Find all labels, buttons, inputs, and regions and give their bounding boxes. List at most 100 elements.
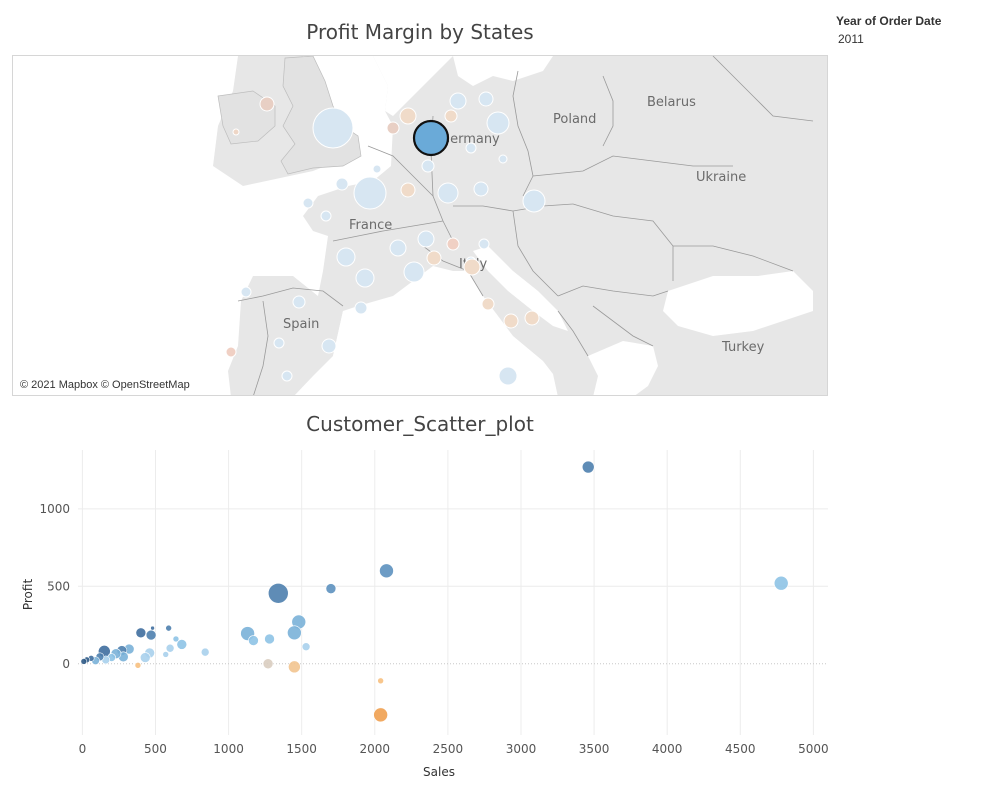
- y-tick-labels: 0 500 1000: [39, 502, 70, 671]
- region-bubble[interactable]: [486, 111, 510, 135]
- scatter-point[interactable]: [287, 625, 302, 641]
- x-tick-label: 2000: [360, 742, 391, 756]
- country-label-ukraine: Ukraine: [696, 170, 746, 185]
- scatter-point[interactable]: [262, 658, 274, 670]
- scatter-point[interactable]: [377, 677, 384, 685]
- region-bubble[interactable]: [335, 177, 349, 191]
- x-tick-label: 1000: [213, 742, 244, 756]
- scatter-point[interactable]: [135, 627, 147, 639]
- region-bubble[interactable]: [386, 121, 400, 135]
- region-bubble[interactable]: [524, 310, 540, 326]
- region-bubble[interactable]: [292, 295, 306, 309]
- country-label-germany: Germany: [440, 132, 500, 147]
- scatter-chart[interactable]: 0 500 1000 1500 2000 2500 3000 3500 4000 4500 5000…: [0, 440, 850, 790]
- scatter-point[interactable]: [162, 651, 170, 658]
- scatter-point[interactable]: [165, 643, 175, 653]
- region-bubble[interactable]: [354, 301, 368, 315]
- x-axis-title: Sales: [423, 765, 455, 779]
- baltic-sea: [453, 56, 553, 86]
- scatter-point[interactable]: [248, 635, 259, 646]
- region-bubble[interactable]: [417, 230, 435, 248]
- region-bubble[interactable]: [481, 297, 495, 311]
- y-tick-label: 1000: [39, 502, 70, 516]
- region-bubble[interactable]: [355, 268, 375, 288]
- region-bubble[interactable]: [399, 107, 417, 125]
- x-tick-label: 5000: [798, 742, 829, 756]
- region-bubble[interactable]: [465, 142, 477, 154]
- scatter-point[interactable]: [379, 563, 394, 579]
- region-bubble[interactable]: [353, 176, 387, 210]
- north-sea: [303, 56, 453, 116]
- region-bubble[interactable]: [240, 286, 252, 298]
- region-bubble[interactable]: [312, 107, 354, 149]
- map-attribution[interactable]: © 2021 Mapbox © OpenStreetMap: [20, 379, 190, 391]
- region-bubble[interactable]: [225, 346, 237, 358]
- scatter-point[interactable]: [80, 658, 88, 665]
- year-filter-value[interactable]: 2011: [838, 32, 864, 46]
- scatter-point[interactable]: [773, 575, 789, 591]
- region-bubble[interactable]: [321, 338, 337, 354]
- map-panel[interactable]: Poland Belarus Ukraine France Spain Turk…: [12, 55, 828, 396]
- region-bubble[interactable]: [473, 181, 489, 197]
- mediterranean-sea: [328, 266, 558, 395]
- spain-med-coast: [294, 311, 343, 395]
- region-bubble[interactable]: [372, 164, 382, 174]
- region-bubble[interactable]: [426, 250, 442, 266]
- region-bubble[interactable]: [320, 210, 332, 222]
- region-bubble[interactable]: [498, 154, 508, 164]
- country-label-belarus: Belarus: [647, 95, 696, 110]
- scatter-point[interactable]: [325, 583, 337, 594]
- country-label-turkey: Turkey: [721, 340, 765, 355]
- region-bubble[interactable]: [389, 239, 407, 257]
- highlighted-region-bubble[interactable]: [412, 119, 450, 157]
- y-tick-label: 500: [47, 579, 70, 593]
- scatter-point[interactable]: [145, 629, 157, 641]
- region-bubble[interactable]: [437, 182, 459, 204]
- region-bubble[interactable]: [463, 258, 481, 276]
- x-tick-label: 4000: [652, 742, 683, 756]
- sea-areas: [13, 56, 813, 395]
- scatter-point[interactable]: [581, 460, 595, 474]
- region-bubble[interactable]: [503, 313, 519, 329]
- x-tick-label: 4500: [725, 742, 756, 756]
- points-layer[interactable]: [80, 460, 789, 723]
- x-tick-label: 0: [79, 742, 87, 756]
- region-bubble[interactable]: [259, 96, 275, 112]
- region-bubble[interactable]: [446, 237, 460, 251]
- scatter-point[interactable]: [267, 582, 289, 604]
- region-bubble[interactable]: [498, 366, 518, 386]
- region-bubble[interactable]: [421, 159, 435, 173]
- region-bubble[interactable]: [273, 337, 285, 349]
- scatter-point[interactable]: [264, 633, 275, 645]
- scatter-point[interactable]: [176, 639, 188, 650]
- x-tick-label: 2500: [433, 742, 464, 756]
- map-canvas[interactable]: Poland Belarus Ukraine France Spain Turk…: [13, 56, 828, 396]
- region-bubble[interactable]: [232, 128, 240, 136]
- scatter-point[interactable]: [301, 642, 311, 652]
- scatter-point[interactable]: [150, 625, 155, 631]
- region-bubble[interactable]: [302, 197, 314, 209]
- region-bubble[interactable]: [400, 182, 416, 198]
- atlantic-sea: [13, 56, 393, 395]
- region-bubble[interactable]: [444, 109, 458, 123]
- region-bubble[interactable]: [281, 370, 293, 382]
- year-filter-label: Year of Order Date: [836, 14, 942, 28]
- region-bubble[interactable]: [403, 261, 425, 283]
- scatter-point[interactable]: [172, 635, 180, 643]
- scatter-point[interactable]: [165, 624, 172, 632]
- scatter-point[interactable]: [288, 660, 301, 674]
- scatter-point[interactable]: [139, 652, 151, 663]
- x-tick-label: 3000: [506, 742, 537, 756]
- scatter-point[interactable]: [373, 707, 388, 723]
- region-bubble[interactable]: [478, 238, 490, 250]
- year-filter[interactable]: Year of Order Date 2011: [836, 14, 941, 46]
- scatter-point[interactable]: [134, 661, 142, 669]
- scatter-point[interactable]: [200, 647, 210, 657]
- region-bubble[interactable]: [522, 189, 546, 213]
- region-bubble[interactable]: [336, 247, 356, 267]
- x-tick-label: 3500: [579, 742, 610, 756]
- map-title: Profit Margin by States: [306, 20, 534, 44]
- region-bubble[interactable]: [478, 91, 494, 107]
- region-bubble[interactable]: [449, 92, 467, 110]
- region-bubbles[interactable]: [225, 91, 546, 386]
